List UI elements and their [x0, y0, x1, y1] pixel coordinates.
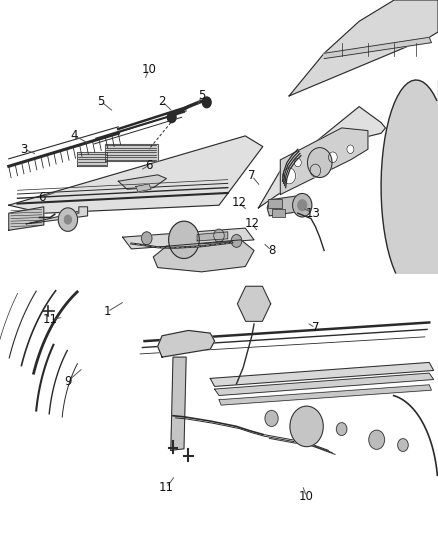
- Polygon shape: [105, 144, 158, 161]
- Circle shape: [290, 406, 323, 447]
- Text: 7: 7: [248, 169, 256, 182]
- Bar: [272, 209, 285, 217]
- Circle shape: [58, 208, 78, 231]
- Text: 10: 10: [299, 490, 314, 503]
- Circle shape: [398, 439, 408, 451]
- Circle shape: [294, 158, 301, 167]
- Circle shape: [307, 148, 332, 177]
- Text: 12: 12: [231, 196, 246, 209]
- Circle shape: [298, 200, 307, 211]
- Polygon shape: [9, 207, 44, 230]
- Polygon shape: [158, 330, 215, 357]
- Polygon shape: [258, 107, 385, 208]
- Polygon shape: [237, 286, 271, 321]
- Text: 12: 12: [244, 217, 259, 230]
- Polygon shape: [197, 232, 228, 241]
- Circle shape: [169, 221, 199, 259]
- Circle shape: [214, 229, 224, 242]
- Text: 10: 10: [141, 63, 156, 76]
- Polygon shape: [136, 184, 151, 192]
- Circle shape: [310, 164, 321, 177]
- Text: 6: 6: [38, 191, 46, 204]
- Circle shape: [202, 97, 211, 108]
- Circle shape: [328, 152, 337, 163]
- Text: 7: 7: [311, 321, 319, 334]
- Circle shape: [347, 145, 354, 154]
- Text: 9: 9: [64, 375, 72, 387]
- Text: 11: 11: [43, 313, 58, 326]
- Circle shape: [369, 430, 385, 449]
- Text: 5: 5: [198, 90, 205, 102]
- Bar: [268, 199, 282, 208]
- Polygon shape: [289, 0, 438, 96]
- Circle shape: [167, 112, 176, 123]
- Text: 6: 6: [145, 159, 153, 172]
- Polygon shape: [280, 128, 368, 195]
- Circle shape: [64, 215, 71, 224]
- Circle shape: [265, 410, 278, 426]
- Polygon shape: [123, 228, 254, 249]
- Polygon shape: [219, 385, 431, 405]
- Polygon shape: [215, 373, 434, 395]
- Circle shape: [141, 232, 152, 245]
- Polygon shape: [118, 175, 166, 189]
- Circle shape: [336, 423, 347, 435]
- Polygon shape: [267, 195, 311, 216]
- Circle shape: [293, 193, 312, 217]
- Text: 11: 11: [159, 481, 174, 494]
- Polygon shape: [153, 240, 254, 272]
- Polygon shape: [210, 362, 434, 386]
- Polygon shape: [324, 37, 431, 59]
- Polygon shape: [0, 290, 438, 533]
- Text: 2: 2: [158, 95, 166, 108]
- Text: 8: 8: [268, 244, 275, 257]
- Text: 1: 1: [103, 305, 111, 318]
- Text: 4: 4: [71, 130, 78, 142]
- Text: 3: 3: [21, 143, 28, 156]
- Polygon shape: [26, 207, 88, 224]
- Circle shape: [231, 235, 242, 247]
- Text: 13: 13: [306, 207, 321, 220]
- Polygon shape: [77, 152, 107, 166]
- Polygon shape: [171, 357, 186, 450]
- Circle shape: [283, 168, 296, 184]
- Polygon shape: [9, 136, 263, 213]
- Text: 5: 5: [97, 95, 104, 108]
